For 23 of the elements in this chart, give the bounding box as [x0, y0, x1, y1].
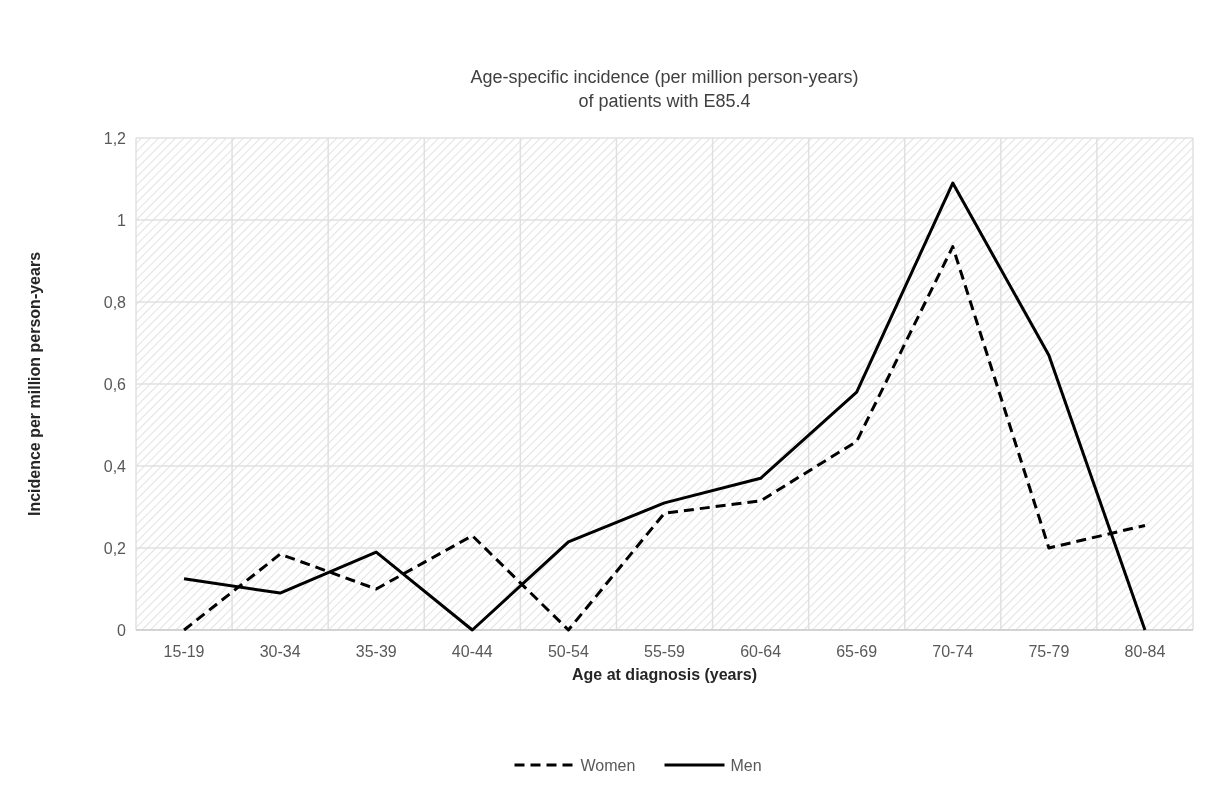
legend-label: Men — [730, 756, 762, 774]
x-tick-label: 60-64 — [740, 643, 782, 660]
x-tick-label: 80-84 — [1124, 643, 1166, 660]
x-tick-label: 70-74 — [932, 643, 974, 660]
y-tick-label: 1,2 — [103, 129, 127, 147]
x-tick-label: 50-54 — [547, 643, 589, 660]
y-axis-title: Incidence per million person-years — [26, 251, 43, 517]
y-tick-label: 0,4 — [103, 457, 127, 475]
y-tick-label: 0 — [117, 621, 127, 639]
x-tick-label: 15-19 — [163, 643, 205, 660]
y-tick-label: 1 — [117, 211, 127, 229]
x-tick-label: 35-39 — [355, 643, 397, 660]
y-tick-label: 0,2 — [103, 539, 127, 557]
x-tick-label: 55-59 — [644, 643, 686, 660]
x-tick-label: 65-69 — [836, 643, 878, 660]
y-tick-label: 0,8 — [103, 293, 127, 311]
x-axis-title: Age at diagnosis (years) — [572, 666, 757, 683]
legend-label: Women — [580, 756, 636, 774]
x-tick-label: 40-44 — [451, 643, 493, 660]
y-tick-label: 0,6 — [103, 375, 127, 393]
x-tick-label: 75-79 — [1028, 643, 1070, 660]
chart-title: Age-specific incidence (per million person-years) of patients with E85.4 — [470, 67, 859, 111]
x-tick-label: 30-34 — [259, 643, 301, 660]
